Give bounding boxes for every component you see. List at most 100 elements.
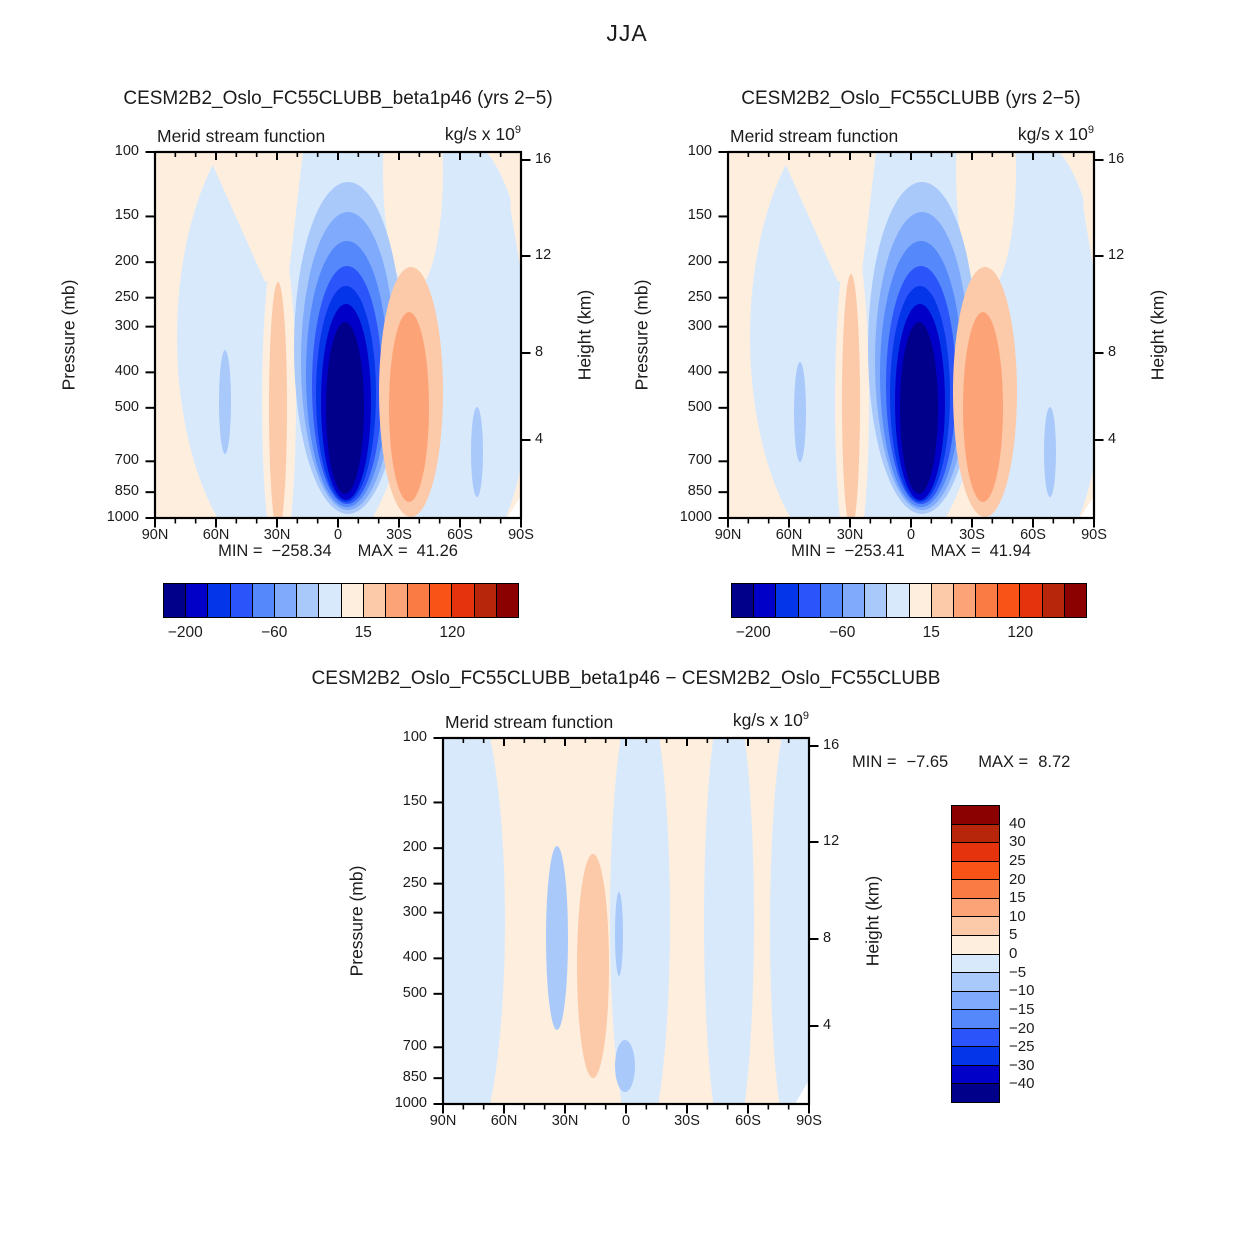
colorbar-cells <box>163 583 519 618</box>
pressure-axis-label: Pressure (mb) <box>58 279 79 391</box>
units-label: kg/s x 109 <box>444 124 521 144</box>
pressure-tick-label: 200 <box>114 253 139 270</box>
colorbar-cell <box>797 584 820 617</box>
colorbar-tick-label: −40 <box>1009 1075 1035 1093</box>
colorbar-cell <box>952 1046 999 1065</box>
latitude-tick-label: 30S <box>674 1113 700 1129</box>
colorbar-tick-label: −10 <box>1009 982 1035 1000</box>
pressure-tick-label: 850 <box>687 483 712 500</box>
colorbar-cell <box>164 584 186 617</box>
height-tick-label: 16 <box>823 737 840 753</box>
colorbar-cell <box>952 879 999 898</box>
colorbar-cell <box>886 584 909 617</box>
height-tick-label: 4 <box>1108 431 1117 447</box>
colorbar-cell <box>952 916 999 935</box>
axis-ticks <box>718 151 1104 528</box>
pressure-tick-label: 300 <box>687 317 712 334</box>
contour-field <box>443 738 809 1104</box>
latitude-tick-label: 60N <box>490 1113 518 1129</box>
pressure-tick-label: 1000 <box>394 1095 427 1111</box>
colorbar-cell <box>952 897 999 917</box>
panel-title: CESM2B2_Oslo_FC55CLUBB (yrs 2−5) <box>741 88 1081 109</box>
pressure-tick-label: 700 <box>687 452 712 469</box>
colorbar-cell <box>1063 584 1086 617</box>
contour-field <box>155 152 521 518</box>
colorbar-tick-label: 20 <box>1009 870 1026 888</box>
latitude-tick-label: 0 <box>333 527 343 543</box>
colorbar-cell <box>952 1083 999 1102</box>
pressure-tick-label: 300 <box>114 317 139 334</box>
colorbar-cell <box>732 584 754 617</box>
pressure-tick-label: 200 <box>687 253 712 270</box>
height-tick-label: 8 <box>535 344 544 360</box>
colorbar-cell <box>362 584 385 617</box>
colorbar-cell <box>952 584 976 617</box>
latitude-tick-label: 60N <box>775 527 803 543</box>
units-exponent: 9 <box>802 710 809 723</box>
colorbar-cell <box>952 934 999 954</box>
latitude-tick-label: 60N <box>202 527 230 543</box>
pressure-tick-label: 150 <box>402 793 427 810</box>
pressure-tick-label: 700 <box>114 452 139 469</box>
colorbar-tick-label: −200 <box>735 624 771 641</box>
pressure-tick-label: 1000 <box>106 509 139 525</box>
min-label: MIN = <box>791 542 836 560</box>
panel-subtitle-row: Merid stream function kg/s x 109 <box>155 124 521 149</box>
colorbar-tick-label: 0 <box>1009 945 1018 962</box>
pressure-tick-label: 300 <box>402 903 427 920</box>
colorbar-cell <box>318 584 341 617</box>
max-value: 8.72 <box>1038 753 1071 771</box>
colorbar-tick-label: −200 <box>167 624 203 641</box>
field-name-label: Merid stream function <box>730 126 899 146</box>
colorbar-cells <box>731 583 1087 618</box>
colorbar-cell <box>495 584 518 617</box>
latitude-tick-label: 90N <box>141 527 169 543</box>
height-tick-label: 8 <box>1108 344 1117 360</box>
max-value: 41.94 <box>989 542 1031 560</box>
pressure-tick-label: 500 <box>402 984 427 1001</box>
colorbar-tick-label: 10 <box>1009 907 1026 925</box>
contour-plot <box>433 736 819 1114</box>
latitude-tick-label: 30N <box>263 527 291 543</box>
panel-difference: CESM2B2_Oslo_FC55CLUBB_beta1p46 − CESM2B… <box>312 668 941 1129</box>
panel-subtitle-row: Merid stream function kg/s x 109 <box>728 124 1094 149</box>
colorbar-cell <box>384 584 408 617</box>
colorbar-cell <box>819 584 842 617</box>
contour-plot <box>718 150 1104 528</box>
colorbar-cell <box>952 842 999 861</box>
max-value: 41.26 <box>416 542 458 560</box>
colorbar-cell <box>930 584 953 617</box>
colorbar-cell <box>1041 584 1064 617</box>
colorbar-cell <box>952 860 999 880</box>
contour-plot <box>145 150 531 528</box>
latitude-tick-label: 90S <box>796 1113 822 1129</box>
max-label: MAX = <box>978 753 1029 771</box>
axis-ticks <box>433 737 819 1114</box>
height-tick-label: 4 <box>535 431 544 447</box>
colorbar-tick-label: 40 <box>1009 814 1026 832</box>
height-tick-label: 16 <box>535 151 552 167</box>
colorbar-cell <box>952 1064 999 1084</box>
panel-top-left: CESM2B2_Oslo_FC55CLUBB_beta1p46 (yrs 2−5… <box>59 88 595 560</box>
pressure-tick-label: 250 <box>114 288 139 305</box>
latitude-tick-label: 90S <box>1081 527 1107 543</box>
max-label: MAX = <box>930 542 981 560</box>
panel-title: CESM2B2_Oslo_FC55CLUBB_beta1p46 (yrs 2−5… <box>123 88 553 109</box>
pressure-tick-label: 850 <box>402 1069 427 1086</box>
panel-subtitle-row: Merid stream function kg/s x 109 <box>443 710 809 735</box>
height-tick-label: 16 <box>1108 151 1125 167</box>
colorbar-cell <box>273 584 297 617</box>
colorbar-cell <box>753 584 776 617</box>
diff-min-max-readout: MIN = −7.65 MAX = 8.72 <box>852 753 1070 772</box>
panel-top-right: CESM2B2_Oslo_FC55CLUBB (yrs 2−5) Merid s… <box>632 88 1168 560</box>
pressure-tick-label: 200 <box>402 839 427 856</box>
colorbar-tick-label: −15 <box>1009 1000 1035 1018</box>
colorbar-cell <box>185 584 208 617</box>
axis-ticks <box>145 151 531 528</box>
colorbar-tick-label: 25 <box>1009 851 1026 869</box>
colorbar-cell <box>251 584 274 617</box>
latitude-tick-label: 90S <box>508 527 534 543</box>
colorbar-cell <box>952 1009 999 1028</box>
colorbar-cell <box>451 584 474 617</box>
latitude-tick-label: 90N <box>429 1113 457 1129</box>
